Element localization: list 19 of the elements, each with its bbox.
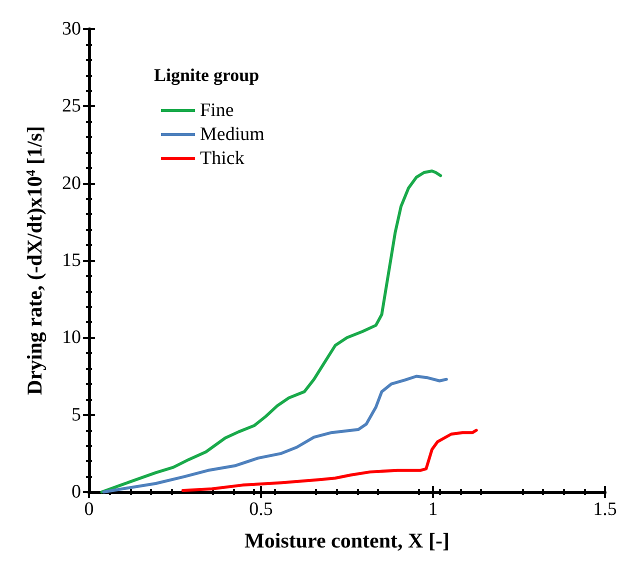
y-tick-label: 0 — [72, 482, 81, 502]
x-tick-label: 1 — [428, 499, 438, 520]
line-series — [181, 428, 478, 492]
line-series — [100, 169, 442, 494]
x-axis-title: Moisture content, X [-] — [244, 528, 450, 552]
x-tick-label: 1.5 — [593, 499, 617, 520]
y-tick-label: 20 — [62, 172, 81, 194]
y-tick-label: 30 — [62, 18, 81, 40]
y-tick-label: 25 — [62, 96, 81, 117]
y-tick-label: 5 — [72, 404, 81, 426]
legend-label: Medium — [200, 124, 265, 145]
legend-label: Fine — [200, 100, 234, 121]
x-tick-label: 0.5 — [249, 499, 273, 520]
y-tick-label: 10 — [62, 327, 81, 348]
line-series — [102, 374, 448, 494]
y-tick-label: 15 — [62, 250, 81, 271]
y-axis-title: Drying rate, (-dX/dt)x104 [1/s] — [22, 126, 46, 395]
legend-label: Thick — [200, 148, 245, 169]
legend-title: Lignite group — [154, 65, 260, 85]
